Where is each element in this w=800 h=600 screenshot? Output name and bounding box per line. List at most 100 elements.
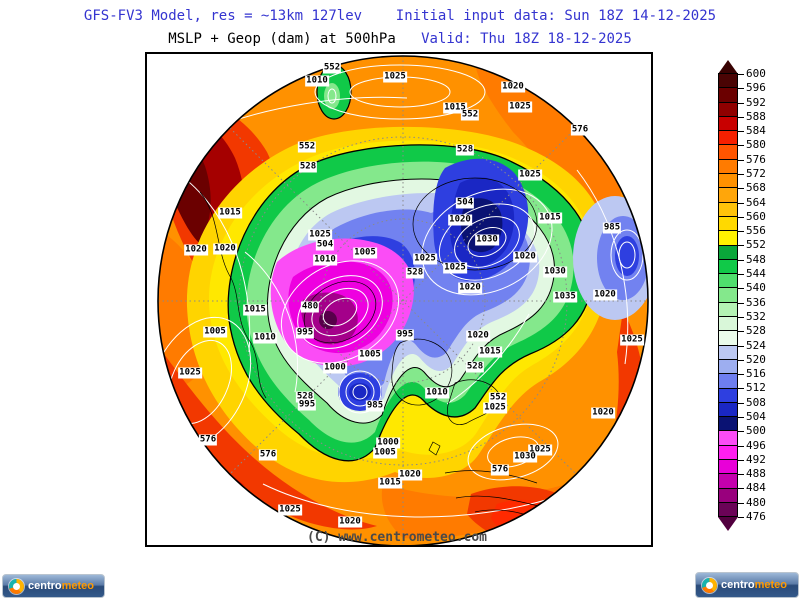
colorbar-tick: 520 bbox=[738, 352, 766, 366]
colorbar-cells bbox=[718, 73, 738, 518]
contour-label: 1025 bbox=[308, 229, 332, 241]
colorbar-cell bbox=[718, 130, 738, 146]
colorbar-tick: 596 bbox=[738, 81, 766, 95]
colorbar-tick: 560 bbox=[738, 209, 766, 223]
colorbar-tick: 540 bbox=[738, 281, 766, 295]
colorbar-tick: 508 bbox=[738, 395, 766, 409]
colorbar-cell bbox=[718, 115, 738, 132]
contour-label: 995 bbox=[297, 399, 317, 411]
colorbar-cell bbox=[718, 373, 738, 389]
contour-label: 1000 bbox=[376, 437, 400, 449]
contour-label: 1035 bbox=[553, 291, 577, 303]
contour-label: 1000 bbox=[323, 362, 347, 374]
colorbar-cell bbox=[718, 344, 738, 360]
contour-label: 576 bbox=[198, 434, 218, 446]
colorbar-tick: 552 bbox=[738, 238, 766, 252]
colorbar-tick: 576 bbox=[738, 152, 766, 166]
centrometeo-logo-left[interactable]: centrometeo bbox=[2, 574, 105, 598]
contour-label: 1020 bbox=[458, 282, 482, 294]
colorbar-cell bbox=[718, 487, 738, 503]
centrometeo-ring-icon bbox=[9, 578, 24, 594]
colorbar-tick: 524 bbox=[738, 338, 766, 352]
colorbar-cell bbox=[718, 301, 738, 318]
colorbar-cell bbox=[718, 444, 738, 461]
centrometeo-logo-text: centrometeo bbox=[721, 579, 788, 591]
contour-label: 1015 bbox=[478, 346, 502, 358]
colorbar-tick: 564 bbox=[738, 195, 766, 209]
colorbar-arrow-down-icon bbox=[718, 517, 738, 531]
colorbar-tick: 600 bbox=[738, 67, 766, 80]
contour-label: 1025 bbox=[178, 367, 202, 379]
colorbar-tick: 528 bbox=[738, 324, 766, 338]
colorbar-arrow-up-icon bbox=[718, 60, 738, 74]
centrometeo-logo-text: centrometeo bbox=[28, 580, 95, 592]
contour-label: 1010 bbox=[253, 332, 277, 344]
contour-label: 1020 bbox=[501, 81, 525, 93]
contour-label: 1005 bbox=[353, 247, 377, 259]
colorbar-tick: 500 bbox=[738, 424, 766, 438]
colorbar-cell bbox=[718, 501, 738, 518]
contour-label: 1020 bbox=[513, 251, 537, 263]
colorbar-tick: 484 bbox=[738, 481, 766, 495]
colorbar-tick: 548 bbox=[738, 252, 766, 266]
contour-label: 1025 bbox=[383, 71, 407, 83]
contour-label: 1020 bbox=[213, 243, 237, 255]
colorbar-cell bbox=[718, 459, 738, 475]
contour-label: 1010 bbox=[305, 75, 329, 87]
contour-label: 528 bbox=[298, 161, 318, 173]
contour-label: 1020 bbox=[398, 469, 422, 481]
contour-label: 1010 bbox=[425, 387, 449, 399]
colorbar-tick: 568 bbox=[738, 181, 766, 195]
contour-label: 552 bbox=[488, 392, 508, 404]
map-area: (C) www.centrometeo.com 552 1010 1025 1020 1… bbox=[145, 52, 653, 547]
contour-label: 576 bbox=[490, 464, 510, 476]
contour-label: 1020 bbox=[184, 244, 208, 256]
contour-label: 552 bbox=[460, 109, 480, 121]
field-label: MSLP + Geop (dam) at 500hPa bbox=[168, 31, 396, 47]
colorbar-tick: 480 bbox=[738, 495, 766, 509]
colorbar-cell bbox=[718, 287, 738, 303]
contour-label: 1005 bbox=[203, 326, 227, 338]
colorbar-cell bbox=[718, 330, 738, 346]
contour-label: 504 bbox=[315, 239, 335, 251]
contour-label: 985 bbox=[365, 400, 385, 412]
colorbar-cell bbox=[718, 416, 738, 432]
colorbar-cell bbox=[718, 230, 738, 246]
contour-label: 480 bbox=[300, 301, 320, 313]
colorbar-cell bbox=[718, 316, 738, 332]
colorbar-tick: 516 bbox=[738, 367, 766, 381]
contour-label: 995 bbox=[295, 327, 315, 339]
colorbar-tick: 592 bbox=[738, 95, 766, 109]
contour-label: 504 bbox=[455, 197, 475, 209]
colorbar-cell bbox=[718, 144, 738, 160]
contour-label: 1005 bbox=[358, 349, 382, 361]
contour-label: 1025 bbox=[278, 504, 302, 516]
colorbar-cell bbox=[718, 187, 738, 203]
contour-label: 1015 bbox=[218, 207, 242, 219]
contour-label: 985 bbox=[602, 222, 622, 234]
contour-label: 528 bbox=[295, 391, 315, 403]
colorbar-tick: 496 bbox=[738, 438, 766, 452]
colorbar-cell bbox=[718, 258, 738, 275]
contour-label: 1020 bbox=[448, 214, 472, 226]
colorbar-tick: 588 bbox=[738, 109, 766, 123]
contour-label: 1025 bbox=[528, 444, 552, 456]
contour-label: 1030 bbox=[513, 451, 537, 463]
contour-label: 1030 bbox=[543, 266, 567, 278]
contour-label: 1005 bbox=[373, 447, 397, 459]
contour-label: 995 bbox=[395, 329, 415, 341]
colorbar-cell bbox=[718, 201, 738, 217]
valid-time-label: Valid: Thu 18Z 18-12-2025 bbox=[395, 31, 632, 47]
contour-label: 1025 bbox=[620, 334, 644, 346]
colorbar: 600 596 592 588 584 580 576 572 568 564 560 556 552 5… bbox=[718, 60, 798, 531]
contour-label: 1020 bbox=[593, 289, 617, 301]
contour-label: 1025 bbox=[413, 253, 437, 265]
colorbar-tick: 584 bbox=[738, 124, 766, 138]
colorbar-tick: 536 bbox=[738, 295, 766, 309]
centrometeo-logo-right[interactable]: centrometeo bbox=[695, 572, 799, 598]
contour-label: 1010 bbox=[313, 254, 337, 266]
contour-label: 1025 bbox=[483, 402, 507, 414]
contour-label: 1015 bbox=[378, 477, 402, 489]
model-title: GFS-FV3 Model, res = ~13km 127lev Initia… bbox=[83, 8, 717, 24]
